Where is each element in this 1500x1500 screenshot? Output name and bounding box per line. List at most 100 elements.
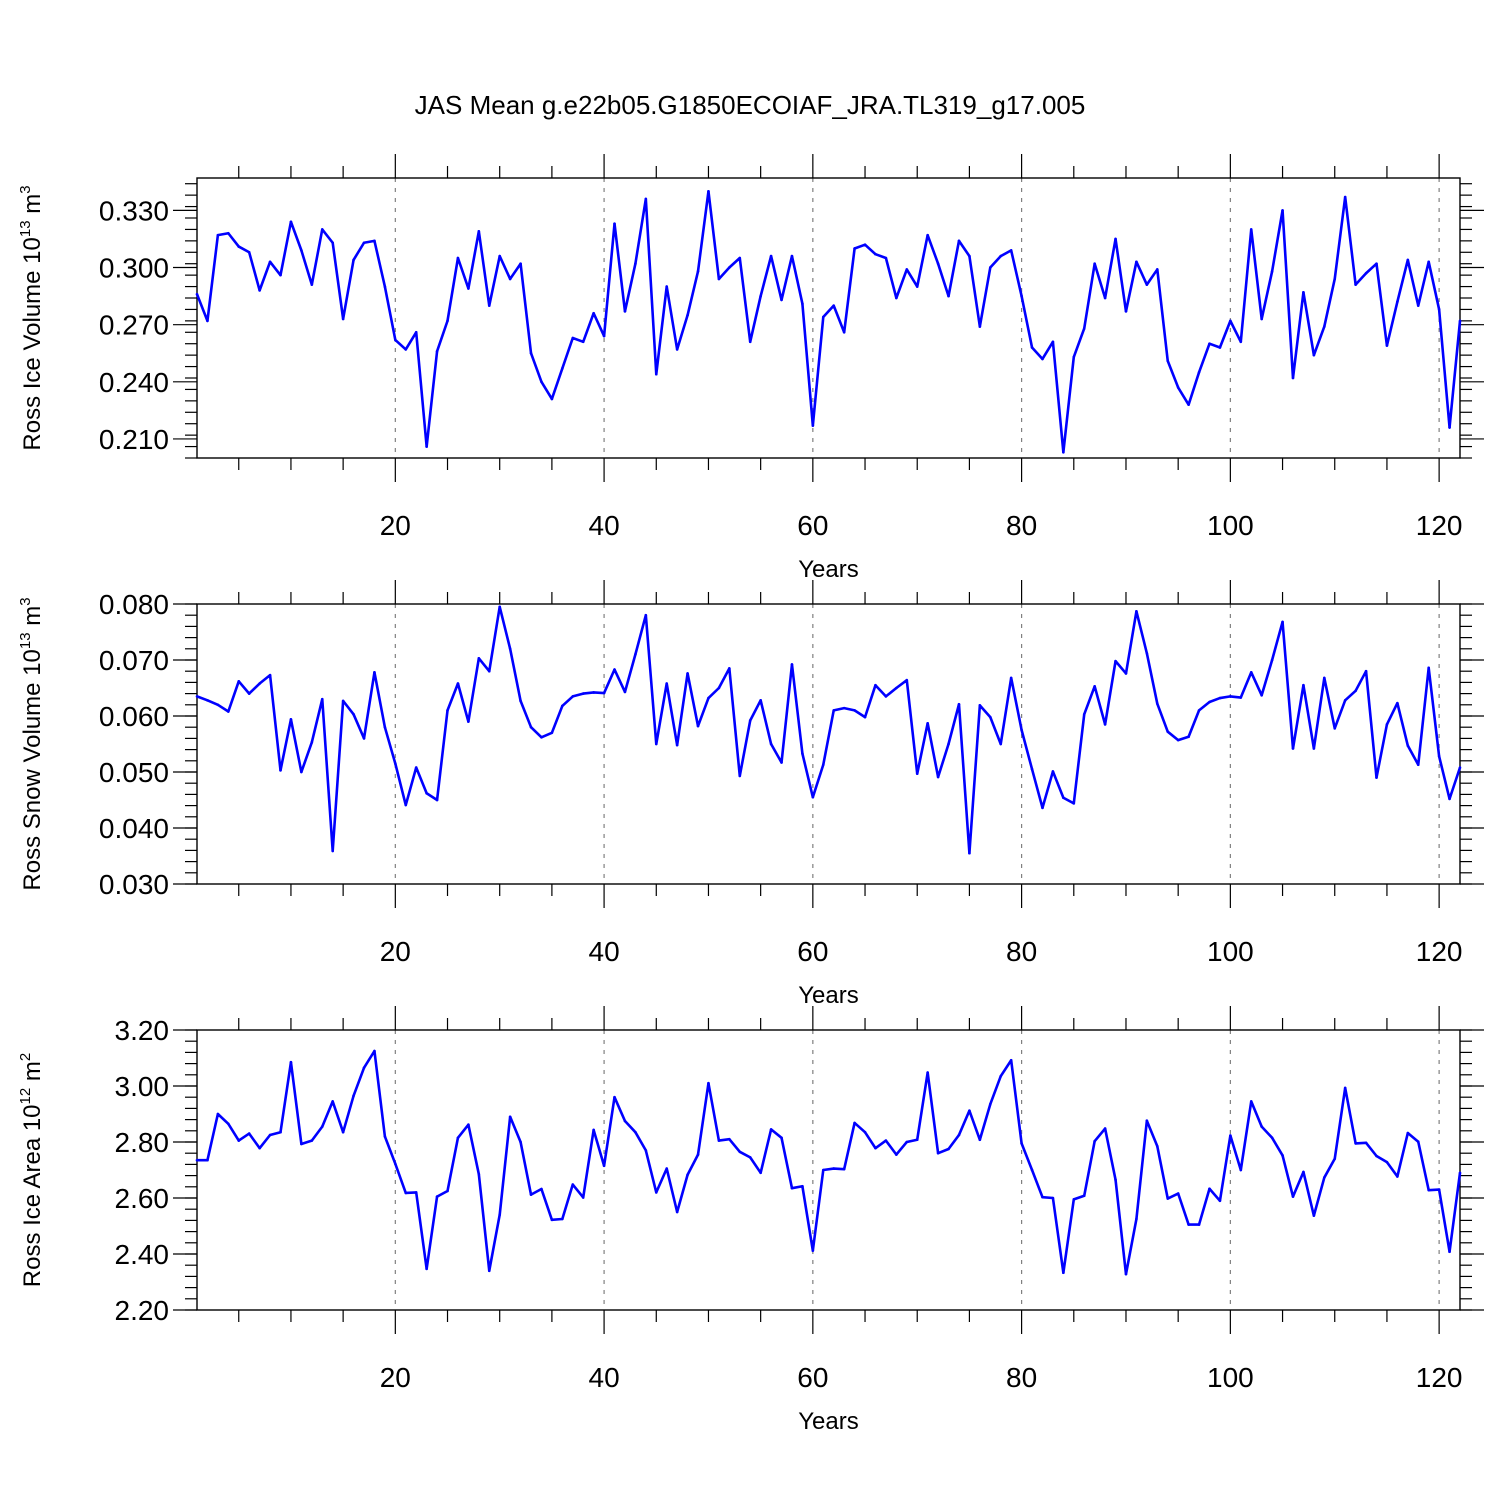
data-point	[1364, 1141, 1368, 1145]
data-point	[467, 720, 470, 723]
data-point	[1291, 376, 1295, 380]
data-point	[884, 695, 888, 698]
data-point	[237, 245, 241, 248]
data-point	[842, 1167, 846, 1171]
data-point	[738, 256, 742, 260]
data-point	[341, 317, 345, 321]
data-point	[968, 851, 971, 855]
data-point	[613, 668, 616, 671]
x-axis-label: Years	[798, 982, 859, 1009]
data-point	[581, 1196, 585, 1199]
data-point	[1333, 277, 1337, 281]
y-tick-label: 2.20	[115, 1295, 170, 1326]
data-point	[289, 718, 293, 721]
data-point	[1448, 797, 1451, 801]
data-point	[1427, 1188, 1430, 1192]
y-axis-label: Ross Snow Volume 1013 m3	[17, 597, 46, 890]
data-point	[561, 1217, 564, 1221]
data-point	[1437, 1188, 1441, 1191]
data-point	[738, 1150, 742, 1154]
data-point	[206, 1158, 209, 1162]
data-point	[1323, 1176, 1326, 1179]
data-point	[926, 1071, 929, 1074]
data-point	[498, 605, 502, 609]
data-point	[1135, 1217, 1138, 1221]
data-point	[821, 315, 825, 319]
data-point	[707, 190, 710, 193]
data-point	[487, 304, 491, 307]
data-point	[373, 239, 376, 243]
data-point	[1270, 1136, 1274, 1140]
series-line	[196, 605, 1462, 855]
data-point	[247, 1132, 251, 1135]
data-point	[780, 761, 783, 764]
data-point	[1458, 1171, 1462, 1175]
data-point	[529, 351, 533, 355]
data-point	[874, 252, 877, 256]
data-point	[1458, 319, 1462, 323]
data-point	[686, 672, 689, 675]
data-point	[373, 671, 376, 674]
data-point	[1291, 747, 1295, 750]
data-point	[675, 348, 679, 351]
data-point	[696, 724, 700, 728]
data-point	[613, 222, 616, 226]
data-point	[832, 304, 836, 307]
data-point	[1093, 1139, 1096, 1143]
data-point	[801, 1184, 804, 1188]
data-point	[258, 682, 261, 685]
data-point	[435, 1195, 439, 1198]
data-point	[1458, 766, 1462, 769]
data-point	[383, 725, 387, 729]
data-point	[592, 691, 595, 694]
data-point	[654, 372, 658, 376]
data-point	[759, 699, 762, 702]
data-point	[853, 247, 856, 250]
data-point	[1124, 672, 1128, 675]
data-point	[936, 1151, 940, 1155]
data-point	[258, 289, 261, 292]
data-point	[1072, 355, 1076, 359]
data-point	[988, 1102, 992, 1106]
data-point	[947, 742, 950, 746]
y-tick-label: 2.60	[115, 1183, 170, 1214]
x-tick-label: 60	[797, 1362, 828, 1393]
data-point	[748, 719, 752, 722]
data-point	[362, 241, 366, 245]
data-point	[999, 742, 1003, 746]
x-tick-label: 80	[1006, 510, 1037, 541]
y-tick-label: 0.270	[99, 310, 169, 341]
data-point	[508, 647, 512, 651]
data-point	[206, 699, 209, 702]
plot-frame	[196, 1029, 1461, 1311]
data-point	[289, 1060, 293, 1064]
data-point	[1437, 308, 1441, 311]
x-tick-label: 100	[1207, 1362, 1254, 1393]
data-point	[978, 325, 982, 328]
data-point	[665, 285, 669, 288]
data-point	[1375, 1154, 1378, 1158]
data-point	[696, 1153, 700, 1156]
data-point	[926, 233, 929, 237]
data-point	[769, 254, 773, 258]
data-point	[414, 330, 418, 334]
data-point	[1051, 770, 1055, 773]
y-tick-label: 2.40	[115, 1239, 170, 1270]
data-point	[1281, 620, 1284, 624]
data-point	[1197, 709, 1201, 712]
data-point	[634, 262, 637, 266]
data-point	[905, 268, 909, 271]
data-point	[1312, 1214, 1316, 1217]
y-tick-label: 3.00	[115, 1071, 170, 1102]
data-point	[947, 294, 950, 298]
data-point	[279, 273, 282, 277]
data-point	[1114, 237, 1117, 241]
data-point	[978, 1138, 982, 1142]
data-point	[1072, 1198, 1076, 1201]
data-point	[1427, 260, 1430, 264]
data-point	[947, 1147, 950, 1151]
data-point	[832, 709, 836, 712]
data-point	[769, 742, 773, 746]
data-point	[1062, 450, 1065, 454]
